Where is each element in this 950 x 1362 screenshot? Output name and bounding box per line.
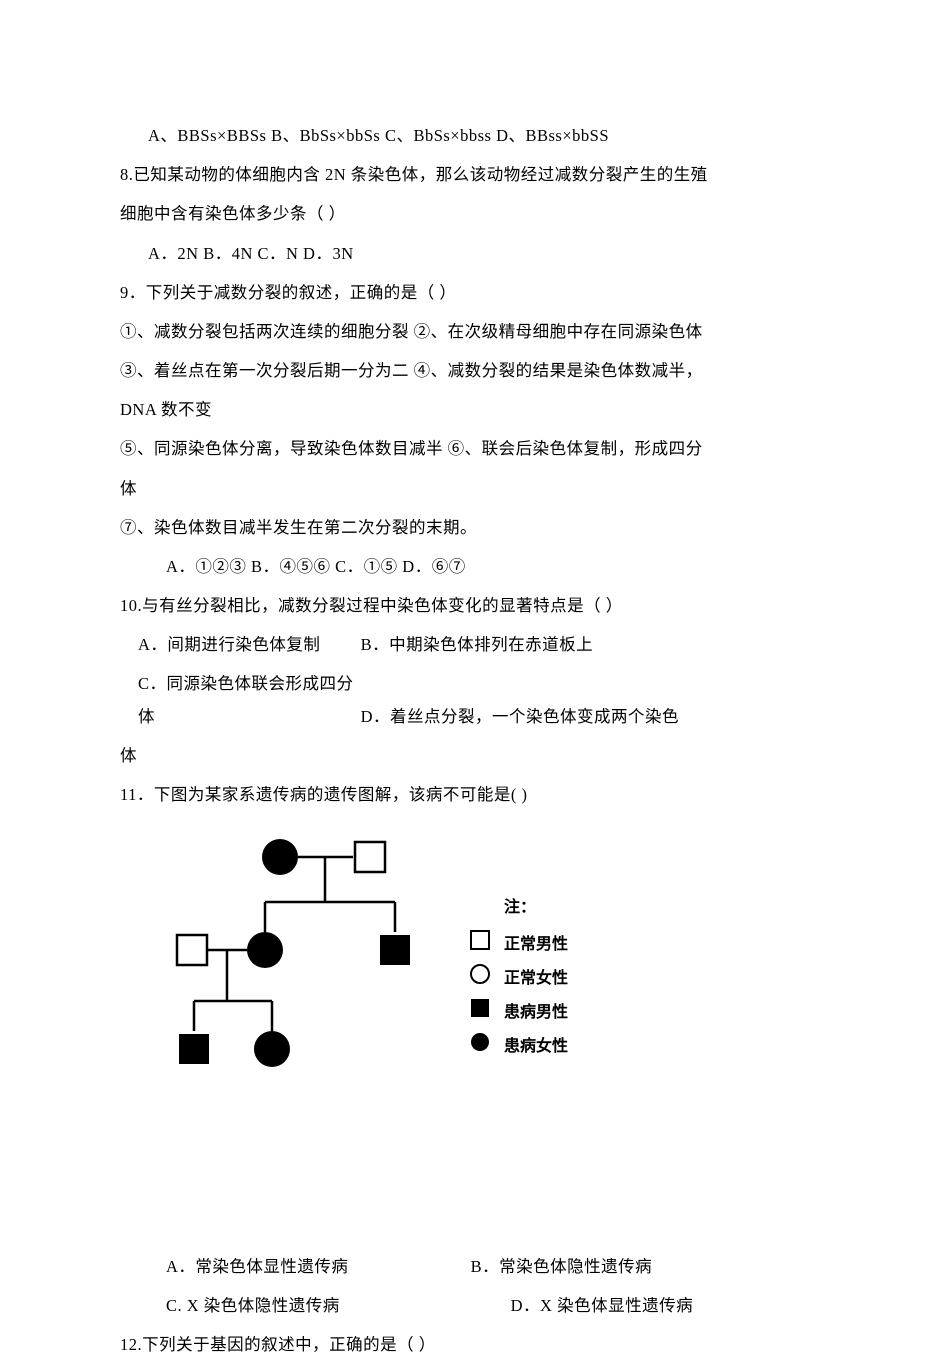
q8-options: A．2N B．4N C．N D．3N [120,238,835,270]
q11-optA: A．常染色体显性遗传病 [166,1251,466,1283]
q10-optDb: 体 [120,740,835,772]
legend-circle-empty-icon [460,963,500,990]
q11-optB: B．常染色体隐性遗传病 [471,1257,653,1276]
pedigree-legend: 注： 正常男性 正常女性 患病男性 患病女性 [460,893,568,1061]
q11-row2: C. X 染色体隐性遗传病 D．X 染色体显性遗传病 [120,1290,835,1322]
q9-statement-3b: 体 [120,473,835,505]
q9-statement-1: ①、减数分裂包括两次连续的细胞分裂 ②、在次级精母细胞中存在同源染色体 [120,316,835,348]
q9-statement-2b: DNA 数不变 [120,394,835,426]
q10-stem: 10.与有丝分裂相比，减数分裂过程中染色体变化的显著特点是（ ） [120,590,835,622]
q11-row1: A．常染色体显性遗传病 B．常染色体隐性遗传病 [120,1251,835,1283]
q9-statement-2: ③、着丝点在第一次分裂后期一分为二 ④、减数分裂的结果是染色体数减半， [120,355,835,387]
legend-square-empty-icon [460,929,500,956]
q11-optD: D．X 染色体显性遗传病 [511,1296,693,1315]
legend-square-filled-icon [460,997,500,1024]
legend-label-2: 患病男性 [504,998,568,1022]
q12-stem: 12.下列关于基因的叙述中，正确的是（ ） [120,1329,835,1361]
q7-options: A、BBSs×BBSs B、BbSs×bbSs C、BbSs×bbss D、BB… [120,120,835,152]
q9-stem: 9．下列关于减数分裂的叙述，正确的是（ ） [120,277,835,309]
legend-label-1: 正常女性 [504,964,568,988]
q9-statement-3: ⑤、同源染色体分离，导致染色体数目减半 ⑥、联会后染色体复制，形成四分 [120,433,835,465]
q10-optB: B．中期染色体排列在赤道板上 [361,629,594,661]
pedigree-diagram: 注： 正常男性 正常女性 患病男性 患病女性 [170,829,835,1109]
legend-label-0: 正常男性 [504,930,568,954]
q10-row1: A．间期进行染色体复制 B．中期染色体排列在赤道板上 [120,629,835,661]
q11-stem: 11．下图为某家系遗传病的遗传图解，该病不可能是( ) [120,779,835,811]
q10-row2: C．同源染色体联会形成四分体 D．着丝点分裂，一个染色体变成两个染色 [120,668,835,732]
q10-optC: C．同源染色体联会形成四分体 [138,668,356,732]
q9-statement-4: ⑦、染色体数目减半发生在第二次分裂的末期。 [120,512,835,544]
q10-optD: D．着丝点分裂，一个染色体变成两个染色 [361,701,679,733]
pedigree-svg [170,829,430,1099]
q9-options: A．①②③ B．④⑤⑥ C．①⑤ D．⑥⑦ [120,551,835,583]
legend-label-3: 患病女性 [504,1032,568,1056]
q8-line1: 8.已知某动物的体细胞内含 2N 条染色体，那么该动物经过减数分裂产生的生殖 [120,159,835,191]
legend-circle-filled-icon [460,1031,500,1058]
q11-optC: C. X 染色体隐性遗传病 [166,1290,506,1322]
legend-title: 注： [504,893,568,917]
q10-optA: A．间期进行染色体复制 [138,629,356,661]
q8-line2: 细胞中含有染色体多少条（ ） [120,198,835,230]
